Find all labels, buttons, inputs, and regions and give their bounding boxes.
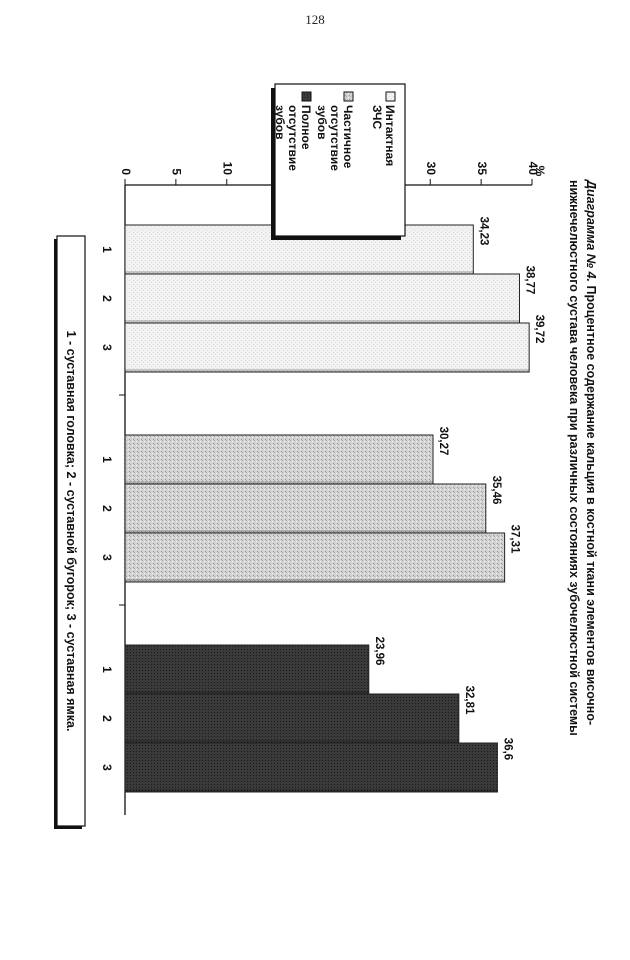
bar-series-2-cat-3 <box>124 532 506 583</box>
bar-value-label: 32,81 <box>463 686 475 715</box>
chart-title-line-2: нижнечелюстного сустава человека при раз… <box>567 180 581 736</box>
bar-series-2-cat-2 <box>124 483 487 534</box>
bar-shadow <box>125 740 459 743</box>
bar-series-2-cat-1 <box>124 434 434 485</box>
x-category-label: 1 <box>100 246 114 253</box>
chart-title-prefix: Диаграмма № 4. <box>584 179 598 286</box>
legend-entry-2-line-2: отсутствие <box>328 105 342 171</box>
page-number: 128 <box>305 12 325 27</box>
y-axis-unit-label: % <box>533 166 547 177</box>
caption-text: 1 - суставная головка; 2 - суставной буг… <box>64 331 78 732</box>
legend-swatch-2 <box>343 91 354 102</box>
bar-value-label: 36,6 <box>501 738 513 760</box>
y-tick-label: 0 <box>119 168 133 175</box>
legend-entry-2-line-1: Частичное <box>341 105 355 169</box>
bar-shadow <box>125 271 474 274</box>
bar-value-label: 30,27 <box>437 427 449 456</box>
bar-shadow <box>125 320 520 323</box>
legend-entry-3-line-1: Полное <box>299 105 313 150</box>
x-category-label: 2 <box>100 715 114 722</box>
bar-shadow <box>125 691 369 694</box>
x-category-label: 3 <box>100 344 114 351</box>
legend-swatch-3 <box>301 91 312 102</box>
x-category-label: 1 <box>100 666 114 673</box>
chart-title-text: Процентное содержание кальция в костной … <box>584 286 598 726</box>
bar-series-3-cat-2 <box>124 693 460 744</box>
bar-value-label: 37,31 <box>509 525 521 554</box>
bar-shadow <box>125 579 505 582</box>
legend-entry-3-line-3: зубов <box>273 105 287 139</box>
bar-shadow <box>125 789 498 792</box>
bar-value-label: 39,72 <box>533 315 545 344</box>
y-tick-label: 40 <box>526 162 540 176</box>
bar-value-label: 35,46 <box>490 476 502 505</box>
legend-entry-2-line-3: зубов <box>315 105 329 139</box>
x-category-label: 3 <box>100 554 114 561</box>
y-tick-label: 30 <box>424 162 438 176</box>
bar-series-1-cat-3 <box>124 322 530 373</box>
bar-value-label: 38,77 <box>523 266 535 295</box>
x-category-label: 3 <box>100 764 114 771</box>
bar-shadow <box>125 369 530 372</box>
legend-swatch-1 <box>385 91 396 102</box>
bar-series-3-cat-3 <box>124 742 498 793</box>
chart-title-line-1: Диаграмма № 4. Процентное содержание кал… <box>584 179 598 725</box>
y-tick-label: 5 <box>170 168 184 175</box>
y-tick-label: 10 <box>221 162 235 176</box>
legend-box <box>274 83 406 237</box>
bar-shadow <box>125 481 433 484</box>
bar-series-3-cat-1 <box>124 644 370 695</box>
legend-entry-1-line-2: ЗЧС <box>370 105 384 129</box>
bar-shadow <box>124 530 486 533</box>
x-category-label: 1 <box>100 456 114 463</box>
bar-value-label: 23,96 <box>373 637 385 666</box>
x-category-label: 2 <box>100 295 114 302</box>
x-category-label: 2 <box>100 505 114 512</box>
bar-series-1-cat-2 <box>124 273 520 324</box>
bar-value-label: 34,23 <box>477 217 489 246</box>
caption-box <box>56 235 86 827</box>
legend-entry-1-line-1: Интактная <box>383 105 397 166</box>
legend-entry-3-line-2: отсутствие <box>286 105 300 171</box>
y-tick-label: 35 <box>475 162 489 176</box>
